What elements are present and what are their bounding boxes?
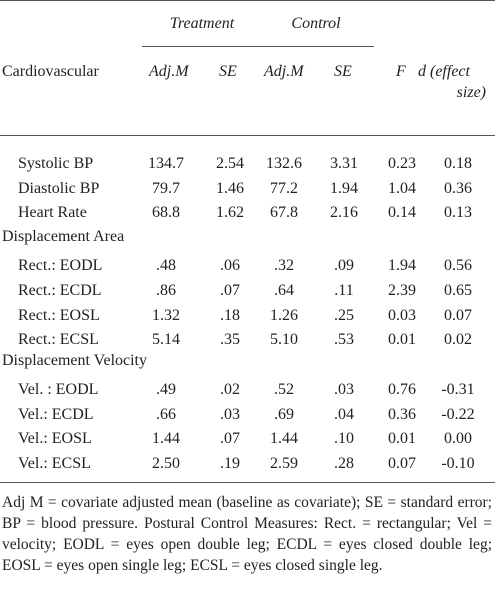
group-header-treatment: Treatment — [169, 15, 235, 32]
table-cell: 5.10 — [270, 331, 298, 348]
table-cell: .49 — [156, 381, 176, 398]
table-cell: 1.26 — [270, 307, 298, 324]
table-cell: 1.46 — [216, 180, 244, 197]
table-cell: 1.44 — [270, 430, 298, 447]
table-cell: 1.04 — [388, 180, 416, 197]
table-cell: .07 — [220, 282, 240, 299]
table-cell: 79.7 — [152, 180, 180, 197]
col-header-control-se: SE — [334, 63, 352, 80]
table-cell: 0.13 — [444, 204, 472, 221]
row-header: Cardiovascular — [2, 63, 99, 80]
row-label: Vel. : EODL — [18, 381, 99, 398]
row-label: Rect.: ECSL — [18, 331, 99, 348]
table-cell: 0.56 — [444, 257, 472, 274]
table-cell: .86 — [156, 282, 176, 299]
header-rule — [0, 135, 495, 136]
table-cell: 0.00 — [444, 430, 472, 447]
table-cell: .32 — [274, 257, 294, 274]
table-cell: 1.94 — [388, 257, 416, 274]
table-cell: 0.14 — [388, 204, 416, 221]
top-rule — [0, 0, 495, 1]
table-cell: -0.22 — [441, 406, 475, 423]
group-header-rule — [142, 46, 374, 47]
table-cell: .09 — [334, 257, 354, 274]
table-cell: .48 — [156, 257, 176, 274]
col-header-effect-size-line1: d (effect — [418, 63, 470, 80]
col-header-f: F — [396, 63, 406, 80]
table-cell: 0.36 — [444, 180, 472, 197]
table-cell: .10 — [334, 430, 354, 447]
section-title-displacement-area: Displacement Area — [2, 228, 125, 245]
table-cell: 0.18 — [444, 155, 472, 172]
row-label: Diastolic BP — [18, 180, 100, 197]
row-label: Rect.: ECDL — [18, 282, 102, 299]
table-cell: 2.59 — [270, 455, 298, 472]
table-cell: 1.94 — [330, 180, 358, 197]
table-cell: .04 — [334, 406, 354, 423]
table-cell: 1.32 — [152, 307, 180, 324]
table-cell: .06 — [220, 257, 240, 274]
table-cell: 1.62 — [216, 204, 244, 221]
table-cell: .25 — [334, 307, 354, 324]
bottom-rule — [0, 482, 495, 483]
table-cell: .03 — [220, 406, 240, 423]
table-cell: 0.07 — [388, 455, 416, 472]
table-cell: 0.23 — [388, 155, 416, 172]
table-cell: 68.8 — [152, 204, 180, 221]
table-cell: 0.01 — [388, 331, 416, 348]
table-cell: 0.02 — [444, 331, 472, 348]
table-cell: .64 — [274, 282, 294, 299]
row-label: Vel.: ECSL — [18, 455, 91, 472]
table-cell: .66 — [156, 406, 176, 423]
row-label: Systolic BP — [18, 155, 94, 172]
table-cell: 2.54 — [216, 155, 244, 172]
table-cell: 0.01 — [388, 430, 416, 447]
table-footnote: Adj M = covariate adjusted mean (baselin… — [2, 494, 492, 574]
table-cell: 0.03 — [388, 307, 416, 324]
table-cell: 0.36 — [388, 406, 416, 423]
section-title-displacement-velocity: Displacement Velocity — [2, 352, 147, 369]
table-cell: .02 — [220, 381, 240, 398]
table-cell: 132.6 — [266, 155, 302, 172]
table-cell: 3.31 — [330, 155, 358, 172]
table-cell: 0.65 — [444, 282, 472, 299]
table-cell: .19 — [220, 455, 240, 472]
row-label: Vel.: EOSL — [18, 430, 92, 447]
table-cell: .07 — [220, 430, 240, 447]
row-label: Heart Rate — [18, 204, 87, 221]
table-cell: 1.44 — [152, 430, 180, 447]
table-cell: 134.7 — [148, 155, 184, 172]
table-cell: 0.76 — [388, 381, 416, 398]
table-cell: .35 — [220, 331, 240, 348]
table-cell: .28 — [334, 455, 354, 472]
table-cell: 2.50 — [152, 455, 180, 472]
table-cell: 0.07 — [444, 307, 472, 324]
group-header-control: Control — [291, 15, 341, 32]
col-header-treatment-se: SE — [219, 63, 237, 80]
table-cell: 2.39 — [388, 282, 416, 299]
table-cell: .53 — [334, 331, 354, 348]
table-cell: .11 — [334, 282, 354, 299]
table-cell: 2.16 — [330, 204, 358, 221]
table-cell: .52 — [274, 381, 294, 398]
table-cell: -0.31 — [441, 381, 475, 398]
table-cell: 77.2 — [270, 180, 298, 197]
col-header-treatment-adjm: Adj.M — [149, 63, 189, 80]
table-cell: 5.14 — [152, 331, 180, 348]
row-label: Rect.: EOSL — [18, 307, 100, 324]
col-header-control-adjm: Adj.M — [264, 63, 304, 80]
row-label: Vel.: ECDL — [18, 406, 94, 423]
col-header-effect-size-line2: size) — [456, 84, 486, 101]
table-cell: 67.8 — [270, 204, 298, 221]
table-cell: .69 — [274, 406, 294, 423]
row-label: Rect.: EODL — [18, 257, 103, 274]
table-cell: -0.10 — [441, 455, 475, 472]
table-cell: .03 — [334, 381, 354, 398]
table-cell: .18 — [220, 307, 240, 324]
